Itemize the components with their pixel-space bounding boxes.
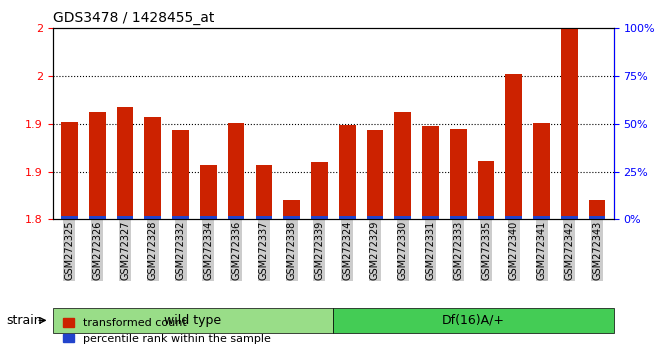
Bar: [117, 107, 133, 219]
Bar: [589, 216, 605, 219]
Bar: [61, 216, 78, 219]
Text: Df(16)A/+: Df(16)A/+: [442, 314, 505, 327]
Bar: [117, 216, 133, 219]
Bar: [200, 165, 216, 219]
Bar: [366, 216, 383, 219]
Bar: [478, 216, 494, 219]
Bar: [311, 216, 328, 219]
Bar: [506, 74, 522, 219]
Bar: [172, 216, 189, 219]
Bar: [533, 123, 550, 219]
Text: strain: strain: [7, 314, 42, 327]
Bar: [422, 216, 439, 219]
Bar: [89, 112, 106, 219]
Bar: [255, 165, 272, 219]
Bar: [145, 117, 161, 219]
Bar: [200, 216, 216, 219]
Bar: [395, 216, 411, 219]
Bar: [283, 216, 300, 219]
Bar: [228, 123, 244, 219]
Bar: [283, 200, 300, 219]
Bar: [339, 216, 356, 219]
Bar: [561, 28, 578, 219]
Bar: [89, 216, 106, 219]
Bar: [589, 200, 605, 219]
Bar: [311, 162, 328, 219]
Bar: [422, 126, 439, 219]
Bar: [533, 216, 550, 219]
Bar: [61, 121, 78, 219]
Bar: [450, 129, 467, 219]
Bar: [450, 216, 467, 219]
Text: GDS3478 / 1428455_at: GDS3478 / 1428455_at: [53, 11, 214, 25]
Bar: [366, 130, 383, 219]
Bar: [145, 216, 161, 219]
Text: wild type: wild type: [164, 314, 222, 327]
Bar: [228, 216, 244, 219]
Bar: [172, 130, 189, 219]
Bar: [255, 216, 272, 219]
Bar: [395, 112, 411, 219]
Bar: [478, 161, 494, 219]
Legend: transformed count, percentile rank within the sample: transformed count, percentile rank withi…: [58, 314, 275, 348]
Bar: [506, 216, 522, 219]
Bar: [339, 125, 356, 219]
Bar: [561, 216, 578, 219]
